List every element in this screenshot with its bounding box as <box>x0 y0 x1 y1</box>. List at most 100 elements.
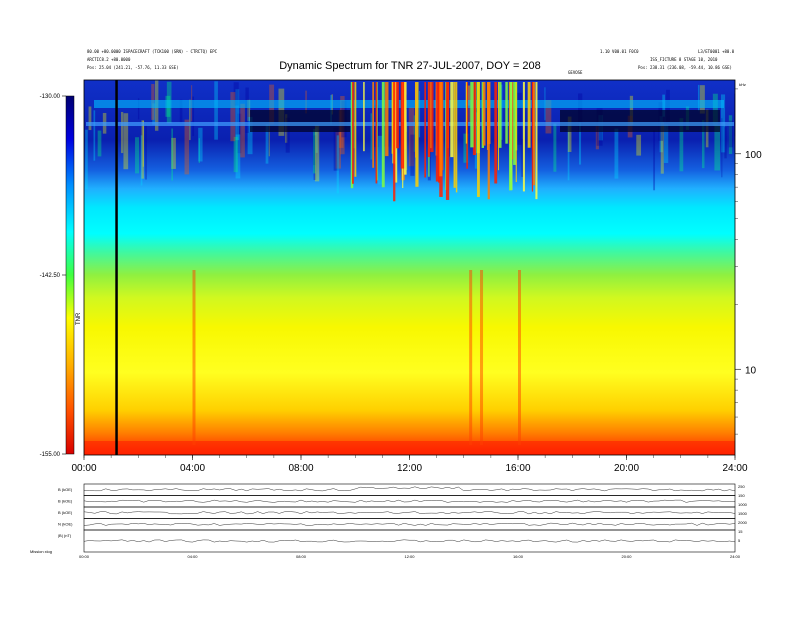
emission-spike <box>192 270 196 445</box>
spectrum-streak <box>724 127 727 159</box>
spectrum-streak <box>728 115 733 155</box>
spectrum-streak <box>233 82 239 106</box>
sub-panel-trace <box>83 511 736 515</box>
spectrum-streak <box>137 98 140 120</box>
spectrum-streak <box>663 124 669 163</box>
spectrum-band-red <box>84 441 735 455</box>
spectrum-streak <box>237 113 242 154</box>
radio-burst <box>385 82 389 157</box>
spectrum-streak <box>474 112 479 169</box>
spectrum-streak <box>247 116 253 155</box>
radio-burst <box>477 82 480 197</box>
spectrum-streak <box>666 89 670 130</box>
colorbar-tick-label: -142.50 <box>40 273 61 279</box>
colorbar-label: TNR <box>76 312 82 325</box>
radio-burst <box>363 82 365 152</box>
radio-burst <box>427 82 431 157</box>
spectrum-streak <box>247 99 251 121</box>
radio-burst <box>455 82 458 193</box>
radio-burst <box>352 82 354 184</box>
spectrum-streak <box>192 96 195 137</box>
radio-burst <box>535 82 538 200</box>
y-axis-right: 10 100 <box>735 88 762 435</box>
sub-panel-trace <box>83 539 736 543</box>
radio-burst <box>391 82 394 154</box>
emission-spike <box>518 270 521 445</box>
spectrum-streak <box>214 81 218 140</box>
radio-burst <box>498 82 502 148</box>
radio-burst <box>350 82 354 189</box>
y-tick-label: 10 <box>745 365 757 376</box>
sub-panel-right-tick: 15 <box>738 529 743 534</box>
spectrum-streak <box>330 95 332 125</box>
spectrum-streak <box>240 103 245 158</box>
chart-title: Dynamic Spectrum for TNR 27-JUL-2007, DO… <box>279 60 541 72</box>
radio-burst <box>430 82 434 153</box>
spectrum-streak <box>123 113 129 170</box>
spectrum-streak <box>335 132 341 169</box>
spectrum-streak <box>141 120 144 179</box>
radio-burst <box>508 82 513 191</box>
x-tick-label: 00:00 <box>71 463 96 474</box>
header-left-line2: ARCTIC8.2 +80.0000 <box>87 57 131 62</box>
spectrum-streak <box>120 111 124 154</box>
spectrum-streak <box>408 107 415 167</box>
sub-panel-right-tick: 1500 <box>738 511 748 516</box>
spectrum-streak <box>553 123 557 172</box>
radio-burst <box>497 82 500 171</box>
spectrum-streak <box>235 134 241 179</box>
spectrum-band-cyan <box>94 100 724 108</box>
header-right-line1: 1.10 V00.01 F0C0 <box>600 49 639 54</box>
spectrum-streak <box>313 135 317 180</box>
radio-burst <box>453 82 456 188</box>
spectrum-streak <box>699 85 705 114</box>
spectrum-streak <box>567 116 572 152</box>
spectrum-streak <box>728 120 734 148</box>
colorbar-tick-label: -130.00 <box>40 94 61 100</box>
footer-label: Mission xlog <box>30 549 52 554</box>
spectrum-streak <box>230 92 236 142</box>
spectrum-streak <box>653 130 656 191</box>
radio-burst <box>470 82 474 148</box>
radio-burst <box>400 82 405 169</box>
radio-burst <box>372 82 375 168</box>
spectrum-streak <box>336 135 339 194</box>
spectrum-streak <box>198 138 200 164</box>
x-tick-label: 16:00 <box>505 463 530 474</box>
spectrum-band-dark <box>250 110 350 132</box>
spectrum-streak <box>171 128 173 181</box>
sub-panel-right-tick: 5 <box>738 538 741 543</box>
radio-burst <box>354 82 357 177</box>
spectrum-streak <box>701 119 705 169</box>
spectrum-streak <box>85 129 88 190</box>
x-tick-label: 12:00 <box>397 463 422 474</box>
emission-spike <box>480 270 484 445</box>
spectrum-streak <box>406 122 408 171</box>
x-tick-label: 04:00 <box>180 463 205 474</box>
radio-burst <box>439 82 443 177</box>
spectrum-streak <box>418 91 421 138</box>
spectrum-streak <box>614 128 619 179</box>
magnetometer-panels: B (kOE) B (kOE) B (kOE) N (kOE) |B| (nT) 250 1… <box>58 483 748 559</box>
emission-spike <box>469 270 473 445</box>
spectrum-streak <box>660 122 664 174</box>
radio-burst <box>381 82 385 188</box>
sub-panel-x-tick-label: 08:00 <box>296 554 307 559</box>
sub-panel-trace <box>83 499 736 503</box>
radio-burst <box>415 82 419 187</box>
sub-panel-x-tick-label: 04:00 <box>187 554 198 559</box>
spectrum-streak <box>268 123 270 157</box>
sub-panel-label: |B| (nT) <box>58 533 72 538</box>
radio-burst <box>511 82 514 160</box>
spectrum-streak <box>721 118 723 178</box>
spectrogram <box>83 79 736 456</box>
sub-panel-label: B (kOE) <box>58 487 73 492</box>
spectrum-streak <box>315 127 318 153</box>
spectrum-streak <box>142 120 144 167</box>
spectrum-streak <box>312 135 316 166</box>
radio-burst <box>487 82 490 200</box>
spectrum-streak <box>370 113 372 160</box>
radio-burst <box>472 82 477 156</box>
header-left-line1: 80.00 +80.0000 ISPACECRAFT (TCK100 (SRN)… <box>87 49 218 54</box>
